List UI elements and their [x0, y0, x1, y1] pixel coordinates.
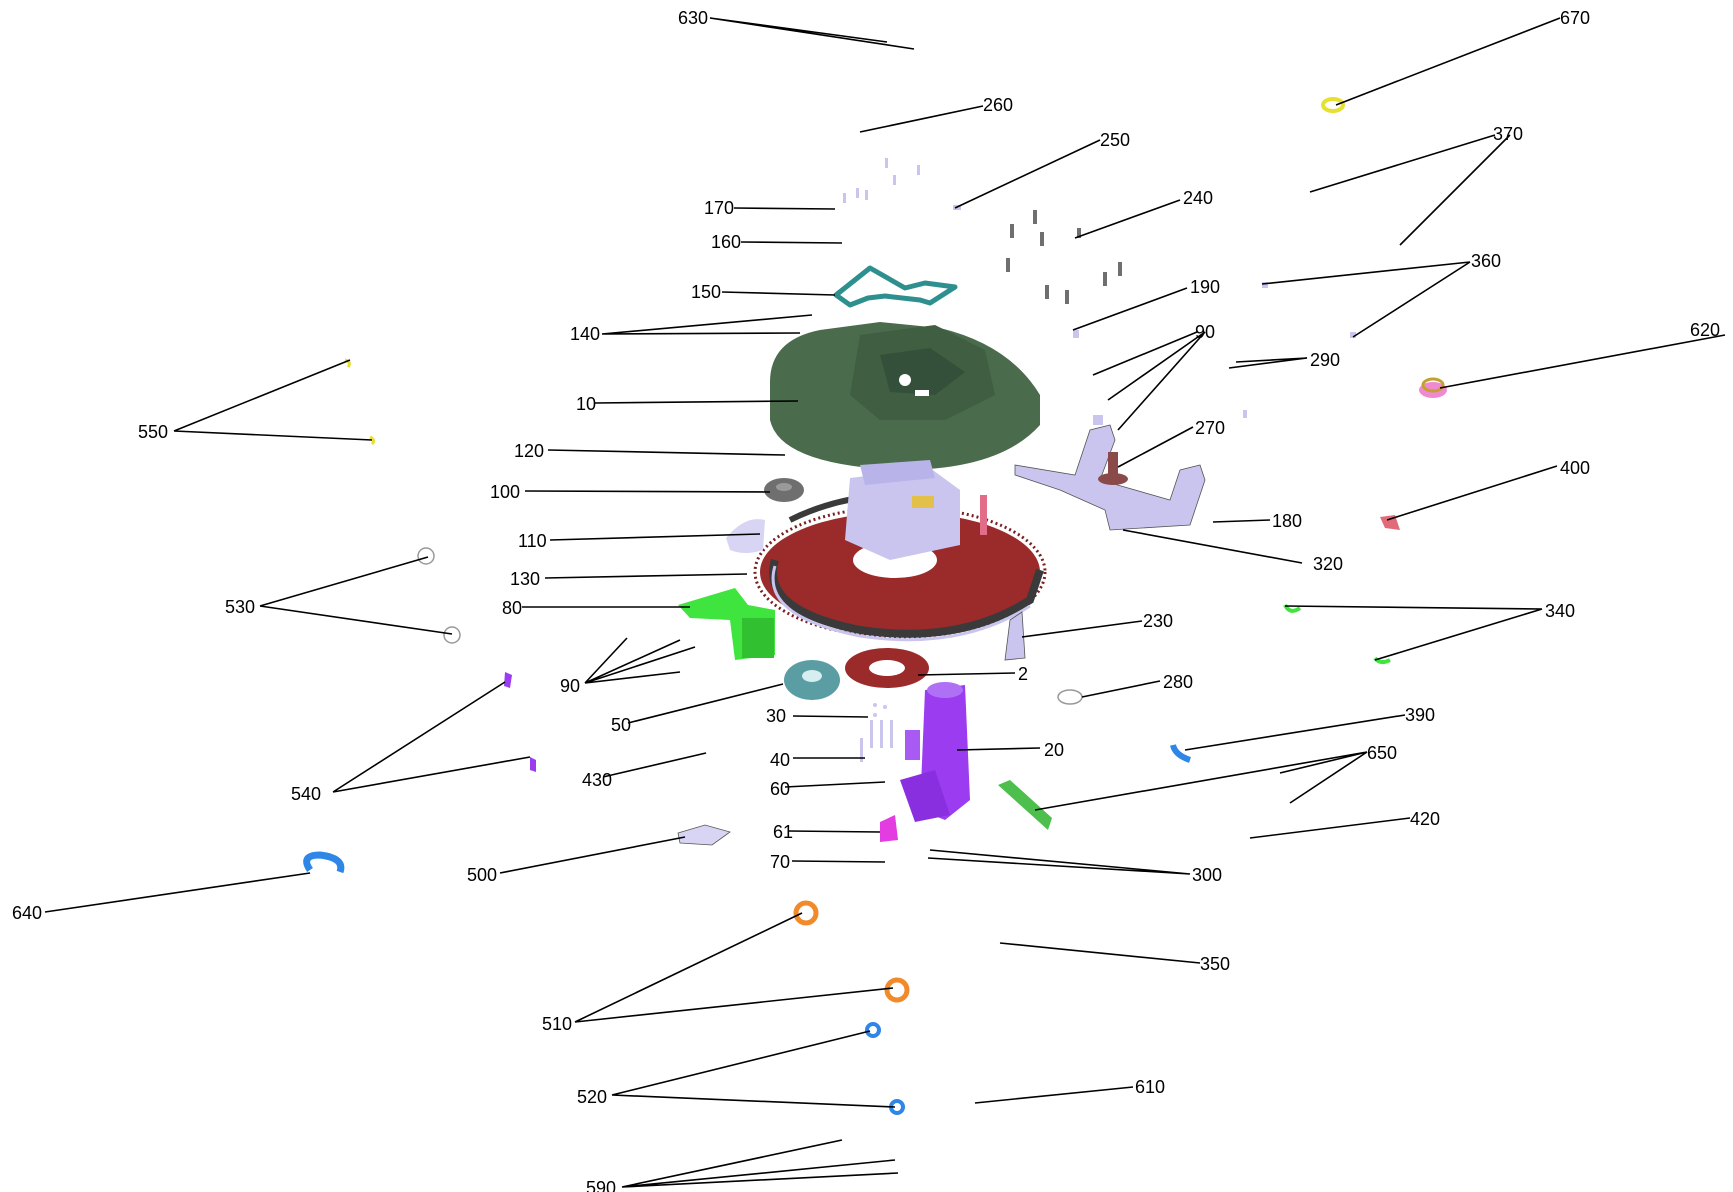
- part-10-main-housing: [770, 322, 1040, 470]
- part-100-disc: [764, 478, 804, 502]
- callout-120: 120: [514, 441, 544, 461]
- part-20-purple-motor: [900, 682, 970, 822]
- callout-390: 390: [1405, 705, 1435, 725]
- callout-270: 270: [1195, 418, 1225, 438]
- screws-cluster: [1006, 210, 1122, 304]
- callout-610: 610: [1135, 1077, 1165, 1097]
- part-650-pcb: [998, 780, 1052, 830]
- callout-90-left: 90: [560, 676, 580, 696]
- callout-540: 540: [291, 784, 321, 804]
- callout-500: 500: [467, 865, 497, 885]
- callout-620: 620: [1690, 320, 1720, 340]
- callout-160: 160: [711, 232, 741, 252]
- part-80-green-bracket: [678, 588, 775, 660]
- callout-30: 30: [766, 706, 786, 726]
- callout-130: 130: [510, 569, 540, 589]
- callout-70: 70: [770, 852, 790, 872]
- parts-illustration: [303, 97, 1447, 1115]
- part-50-teal-gear: [784, 660, 840, 700]
- part-620: [1419, 377, 1447, 398]
- callout-250: 250: [1100, 130, 1130, 150]
- callout-550: 550: [138, 422, 168, 442]
- callout-530: 530: [225, 597, 255, 617]
- callout-240: 240: [1183, 188, 1213, 208]
- callout-520: 520: [577, 1087, 607, 1107]
- part-510-ring-a: [793, 900, 819, 926]
- callout-320: 320: [1313, 554, 1343, 574]
- callout-170: 170: [704, 198, 734, 218]
- part-510-ring-b: [884, 977, 910, 1003]
- part-530-ring-b: [443, 626, 461, 644]
- callout-670: 670: [1560, 8, 1590, 28]
- callout-40: 40: [770, 750, 790, 770]
- part-150-wire-bracket: [833, 265, 958, 308]
- callout-230: 230: [1143, 611, 1173, 631]
- callout-650: 650: [1367, 743, 1397, 763]
- part-550-b: [369, 435, 376, 446]
- callout-61: 61: [773, 822, 793, 842]
- callout-640: 640: [12, 903, 42, 923]
- callout-90-top: 90: [1195, 322, 1215, 342]
- callout-400: 400: [1560, 458, 1590, 478]
- callout-290: 290: [1310, 350, 1340, 370]
- part-110-shield: [726, 519, 765, 553]
- callout-350: 350: [1200, 954, 1230, 974]
- callout-340: 340: [1545, 601, 1575, 621]
- callout-260: 260: [983, 95, 1013, 115]
- callout-110: 110: [518, 531, 547, 551]
- part-640-clip: [303, 851, 345, 874]
- part-520-ring-a: [865, 1022, 881, 1038]
- part-2-small-ring: [845, 648, 929, 688]
- part-270-post: [1098, 452, 1128, 485]
- callout-150: 150: [691, 282, 721, 302]
- part-390-clip: [1170, 744, 1192, 763]
- callout-190: 190: [1190, 277, 1220, 297]
- callout-60: 60: [770, 779, 790, 799]
- part-500: [677, 824, 731, 846]
- part-230-bracket: [1004, 611, 1026, 661]
- callout-420: 420: [1410, 809, 1440, 829]
- callout-80: 80: [502, 598, 522, 618]
- callout-280: 280: [1163, 672, 1193, 692]
- callout-180: 180: [1272, 511, 1302, 531]
- callout-2: 2: [1018, 664, 1028, 684]
- small-hardware: [843, 158, 1356, 762]
- callout-20: 20: [1044, 740, 1064, 760]
- callout-360: 360: [1471, 251, 1501, 271]
- part-320-arm: [1014, 424, 1206, 531]
- callout-430: 430: [582, 770, 612, 790]
- callout-590: 590: [586, 1178, 616, 1192]
- part-530-ring-a: [417, 547, 435, 565]
- callout-510: 510: [542, 1014, 572, 1034]
- part-540-b: [530, 757, 536, 772]
- part-motor-column: [845, 460, 987, 560]
- part-280-ring: [1057, 689, 1083, 705]
- callout-140: 140: [570, 324, 600, 344]
- part-540-a: [504, 672, 512, 688]
- callout-370: 370: [1493, 124, 1523, 144]
- callout-300: 300: [1192, 865, 1222, 885]
- part-550-a: [344, 358, 351, 368]
- part-61-magenta-clip: [880, 815, 898, 842]
- callout-100: 100: [490, 482, 520, 502]
- part-670-ring: [1321, 97, 1345, 113]
- callout-10: 10: [576, 394, 596, 414]
- callout-50: 50: [611, 715, 631, 735]
- callout-labels: 630 670 260 250 370 170 240 160 360 150 …: [12, 8, 1720, 1192]
- part-400: [1380, 515, 1400, 530]
- belt-strip: [769, 558, 1044, 638]
- callout-630: 630: [678, 8, 708, 28]
- leader-lines: [44, 17, 1726, 1188]
